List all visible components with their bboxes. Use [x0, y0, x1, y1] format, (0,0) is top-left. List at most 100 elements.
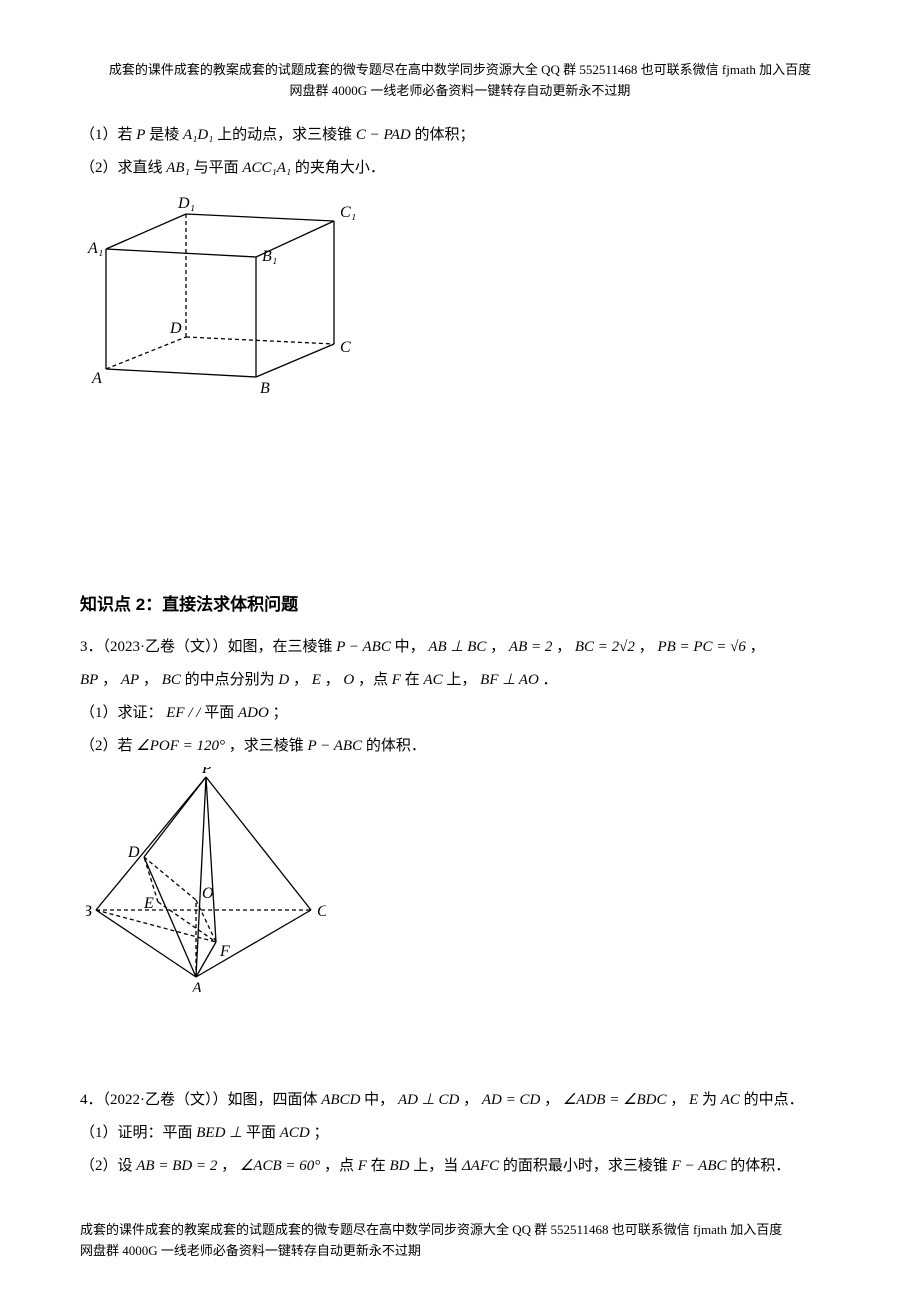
var: ∠ADB = ∠BDC	[563, 1092, 667, 1108]
svg-text:C: C	[340, 339, 351, 356]
text: （2）若	[80, 738, 136, 754]
text: 与平面	[190, 160, 243, 176]
text: 在	[367, 1158, 390, 1174]
var: AD = CD	[482, 1092, 540, 1108]
text: 在	[401, 672, 424, 688]
text: 4．（2022·乙卷（文））如图，四面体	[80, 1092, 321, 1108]
var: P − ABC	[336, 639, 391, 655]
svg-text:B: B	[86, 903, 92, 920]
text: ，	[552, 639, 575, 655]
cube-svg: ABCDA₁B₁C₁D₁	[86, 189, 356, 394]
text: ，	[98, 672, 121, 688]
text: 的体积；	[411, 127, 475, 143]
page-content: （1）若 P 是棱 A₁D₁ 上的动点，求三棱锥 C − PAD 的体积； （2…	[80, 120, 840, 1181]
q3-part1: （1）求证： EF / / 平面 ADO ；	[80, 698, 840, 728]
q4-part2: （2）设 AB = BD = 2 ， ∠ACB = 60° ，点 F 在 BD …	[80, 1151, 840, 1181]
text: 上，当	[409, 1158, 462, 1174]
text: 上，	[443, 672, 481, 688]
text: 中，	[391, 639, 429, 655]
text: 3．（2023·乙卷（文））如图，在三棱锥	[80, 639, 336, 655]
section-title-2: 知识点 2：直接法求体积问题	[80, 588, 840, 622]
var: ∠POF = 120°	[136, 738, 225, 754]
figure-cube: ABCDA₁B₁C₁D₁	[86, 189, 840, 394]
var: BC	[162, 672, 181, 688]
page-header: 成套的课件成套的教案成套的试题成套的微专题尽在高中数学同步资源大全 QQ 群 5…	[80, 60, 840, 102]
var: E	[312, 672, 321, 688]
text: 平面	[246, 1125, 280, 1141]
svg-text:D: D	[127, 844, 140, 861]
var: AP	[121, 672, 139, 688]
text: ，	[289, 672, 312, 688]
var: F	[392, 672, 401, 688]
var: F − ABC	[672, 1158, 727, 1174]
spacer	[80, 394, 840, 574]
text: ，	[139, 672, 162, 688]
var: EF / /	[166, 705, 204, 721]
text: ，	[486, 639, 509, 655]
text: （2）求直线	[80, 160, 166, 176]
text: 的体积．	[362, 738, 426, 754]
text: ．	[539, 672, 558, 688]
text: 的中点分别为	[181, 672, 279, 688]
var: AB = 2	[509, 639, 552, 655]
var: ∠ACB = 60°	[240, 1158, 320, 1174]
text: ，点	[320, 1158, 358, 1174]
text: （1）证明：平面	[80, 1125, 196, 1141]
tetra-svg: PBCADEFO	[86, 767, 326, 992]
var-A1D1: A₁D₁	[183, 127, 213, 143]
figure-tetra: PBCADEFO	[86, 767, 840, 992]
svg-text:P: P	[201, 767, 212, 777]
var: PB = PC = √6	[657, 639, 745, 655]
svg-text:B₁: B₁	[262, 248, 277, 265]
text: ，	[540, 1092, 563, 1108]
svg-text:O: O	[202, 885, 214, 902]
text: （1）若	[80, 127, 136, 143]
svg-text:F: F	[219, 943, 230, 960]
footer-line-1: 成套的课件成套的教案成套的试题成套的微专题尽在高中数学同步资源大全 QQ 群 5…	[80, 1220, 840, 1241]
text: ，	[667, 1092, 690, 1108]
var: BD	[389, 1158, 409, 1174]
svg-text:C₁: C₁	[340, 204, 356, 221]
q3-line2: BP ， AP ， BC 的中点分别为 D ， E ， O ，点 F 在 AC …	[80, 665, 840, 695]
var: ΔAFC	[462, 1158, 499, 1174]
text: ，	[321, 672, 344, 688]
var: O	[343, 672, 354, 688]
var: BF ⊥ AO	[480, 672, 539, 688]
var: P − ABC	[308, 738, 363, 754]
text: ，点	[354, 672, 392, 688]
text: ；	[310, 1125, 329, 1141]
text: 上的动点，求三棱锥	[213, 127, 356, 143]
var: E	[689, 1092, 698, 1108]
q-line: （1）若 P 是棱 A₁D₁ 上的动点，求三棱锥 C − PAD 的体积；	[80, 120, 840, 150]
q-line: （2）求直线 AB₁ 与平面 ACC₁A₁ 的夹角大小．	[80, 153, 840, 183]
svg-text:D: D	[169, 320, 182, 337]
text: 的中点．	[740, 1092, 804, 1108]
q3-line1: 3．（2023·乙卷（文））如图，在三棱锥 P − ABC 中， AB ⊥ BC…	[80, 632, 840, 662]
text: 的夹角大小．	[291, 160, 385, 176]
text: ，	[217, 1158, 240, 1174]
q4-part1: （1）证明：平面 BED ⊥ 平面 ACD ；	[80, 1118, 840, 1148]
text: ，	[746, 639, 765, 655]
text: 中，	[360, 1092, 398, 1108]
text: 为	[698, 1092, 721, 1108]
var-CPAD: C − PAD	[356, 127, 411, 143]
text: ，求三棱锥	[225, 738, 308, 754]
text: 的面积最小时，求三棱锥	[499, 1158, 672, 1174]
page-footer: 成套的课件成套的教案成套的试题成套的微专题尽在高中数学同步资源大全 QQ 群 5…	[80, 1220, 840, 1262]
var: AC	[721, 1092, 740, 1108]
text: ，	[635, 639, 658, 655]
text: ，	[459, 1092, 482, 1108]
text: 平面	[204, 705, 238, 721]
spacer	[80, 992, 840, 1082]
var: ADO	[238, 705, 269, 721]
text: （1）求证：	[80, 705, 166, 721]
svg-text:B: B	[260, 380, 270, 394]
var: AD ⊥ CD	[398, 1092, 459, 1108]
footer-line-2: 网盘群 4000G 一线老师必备资料一键转存自动更新永不过期	[80, 1241, 840, 1262]
var-ACC1A1: ACC₁A₁	[242, 160, 291, 176]
header-line-1: 成套的课件成套的教案成套的试题成套的微专题尽在高中数学同步资源大全 QQ 群 5…	[80, 60, 840, 81]
var: BP	[80, 672, 98, 688]
text: （2）设	[80, 1158, 136, 1174]
svg-text:E: E	[143, 895, 154, 912]
q3-part2: （2）若 ∠POF = 120° ，求三棱锥 P − ABC 的体积．	[80, 731, 840, 761]
